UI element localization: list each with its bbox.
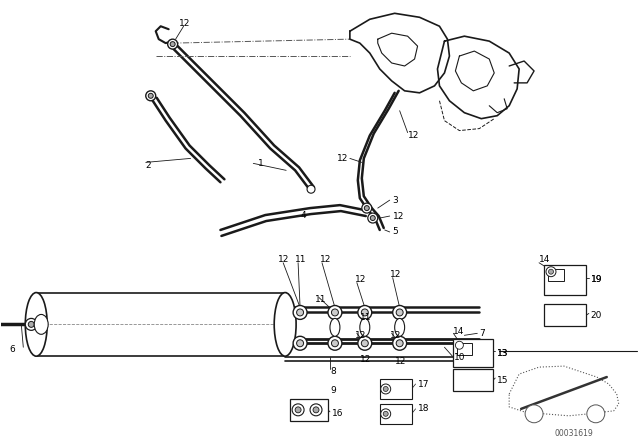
Circle shape [362,309,368,316]
Text: 12: 12 [320,255,332,264]
Text: 2: 2 [146,161,152,170]
Circle shape [168,39,178,49]
Circle shape [146,91,156,101]
Bar [380,404,412,424]
Circle shape [26,319,37,330]
Bar [453,369,493,391]
Circle shape [383,387,388,392]
Bar [458,343,472,355]
Circle shape [328,336,342,350]
Text: 12: 12 [390,270,401,279]
Circle shape [358,306,372,319]
Ellipse shape [395,319,404,336]
Text: 1: 1 [259,159,264,168]
Text: 12: 12 [395,357,406,366]
Text: 7: 7 [479,329,485,338]
Circle shape [362,340,368,347]
Text: 11: 11 [360,313,371,322]
Text: 12: 12 [179,19,190,28]
Text: 12: 12 [355,331,366,340]
Text: 13: 13 [497,349,509,358]
Circle shape [310,404,322,416]
Text: 12: 12 [408,131,419,140]
Text: 00031619: 00031619 [555,429,594,438]
Circle shape [293,306,307,319]
Circle shape [332,340,339,347]
Text: 18: 18 [417,405,429,414]
Circle shape [358,336,372,350]
Text: 12: 12 [355,275,366,284]
Circle shape [332,309,339,316]
Text: 3: 3 [393,196,399,205]
Text: 5: 5 [393,228,399,237]
Circle shape [313,407,319,413]
Circle shape [383,411,388,416]
Text: 15: 15 [497,375,509,384]
Bar [544,305,586,326]
Text: 20: 20 [591,311,602,320]
Text: 4: 4 [300,211,306,220]
Text: 13: 13 [497,349,509,358]
Circle shape [546,267,556,277]
Text: 6: 6 [10,345,15,354]
Circle shape [396,309,403,316]
Ellipse shape [35,314,48,334]
Text: 12: 12 [360,355,371,364]
Bar [380,379,412,399]
Text: 19: 19 [591,275,602,284]
Bar [453,339,493,367]
Text: 16: 16 [332,409,344,418]
Text: 9: 9 [330,387,336,396]
Circle shape [381,384,390,394]
Text: 14: 14 [453,327,465,336]
Ellipse shape [26,293,47,356]
Text: 14: 14 [539,255,550,264]
Text: 10: 10 [454,353,466,362]
Ellipse shape [330,319,340,336]
Text: 8: 8 [330,366,336,375]
Circle shape [587,405,605,423]
Text: 12: 12 [393,211,404,220]
Circle shape [296,340,303,347]
Circle shape [170,42,175,47]
Text: 12: 12 [390,331,401,340]
Circle shape [328,306,342,319]
Circle shape [148,93,153,98]
Circle shape [368,213,378,223]
Circle shape [296,309,303,316]
Text: 11: 11 [295,255,307,264]
Circle shape [362,203,372,213]
Ellipse shape [360,319,370,336]
Bar [548,269,564,280]
Circle shape [456,341,463,349]
Circle shape [393,306,406,319]
Ellipse shape [274,293,296,356]
Circle shape [381,409,390,419]
Text: 19: 19 [591,275,602,284]
Circle shape [307,185,315,193]
Bar [290,399,328,421]
Circle shape [396,340,403,347]
Circle shape [293,336,307,350]
Circle shape [548,269,554,274]
Bar [544,265,586,294]
Circle shape [364,206,369,211]
Circle shape [393,336,406,350]
Text: 17: 17 [417,379,429,388]
Text: 12: 12 [278,255,289,264]
Circle shape [525,405,543,423]
Text: 11: 11 [315,295,326,304]
Circle shape [371,215,375,220]
Circle shape [28,321,35,327]
Circle shape [292,404,304,416]
Text: 12: 12 [337,154,348,163]
Circle shape [295,407,301,413]
